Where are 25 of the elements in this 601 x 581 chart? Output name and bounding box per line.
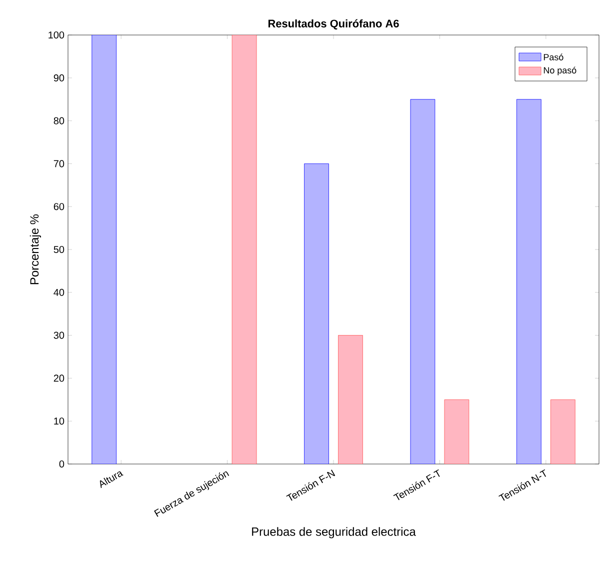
y-tick-label: 0 [59, 460, 64, 468]
y-tick-label: 100 [48, 31, 64, 39]
bar [444, 399, 470, 464]
bar [304, 164, 329, 464]
bar [92, 34, 117, 464]
legend-label: No pasó [544, 66, 576, 76]
y-tick-label: 40 [54, 288, 64, 296]
y-tick-label: 60 [54, 203, 64, 210]
x-tick-label: Altura [100, 471, 124, 488]
x-axis-title: Pruebas de seguridad electrica [252, 527, 416, 538]
bar [516, 99, 542, 464]
bar [232, 34, 257, 464]
y-tick-label: 30 [54, 332, 64, 339]
bar [338, 335, 363, 464]
y-axis-title: Porcentaje % [30, 214, 42, 284]
bar [550, 399, 576, 464]
y-tick-label: 90 [54, 74, 64, 82]
bar [410, 99, 436, 464]
y-tick-label: 50 [54, 246, 64, 254]
y-tick-label: 70 [54, 160, 64, 168]
y-tick-label: 20 [54, 374, 64, 382]
chart-title: Resultados Quirófano A6 [268, 19, 399, 30]
legend-label: Pasó [544, 54, 564, 60]
y-tick-label: 10 [54, 418, 64, 425]
y-tick-label: 80 [54, 117, 64, 124]
